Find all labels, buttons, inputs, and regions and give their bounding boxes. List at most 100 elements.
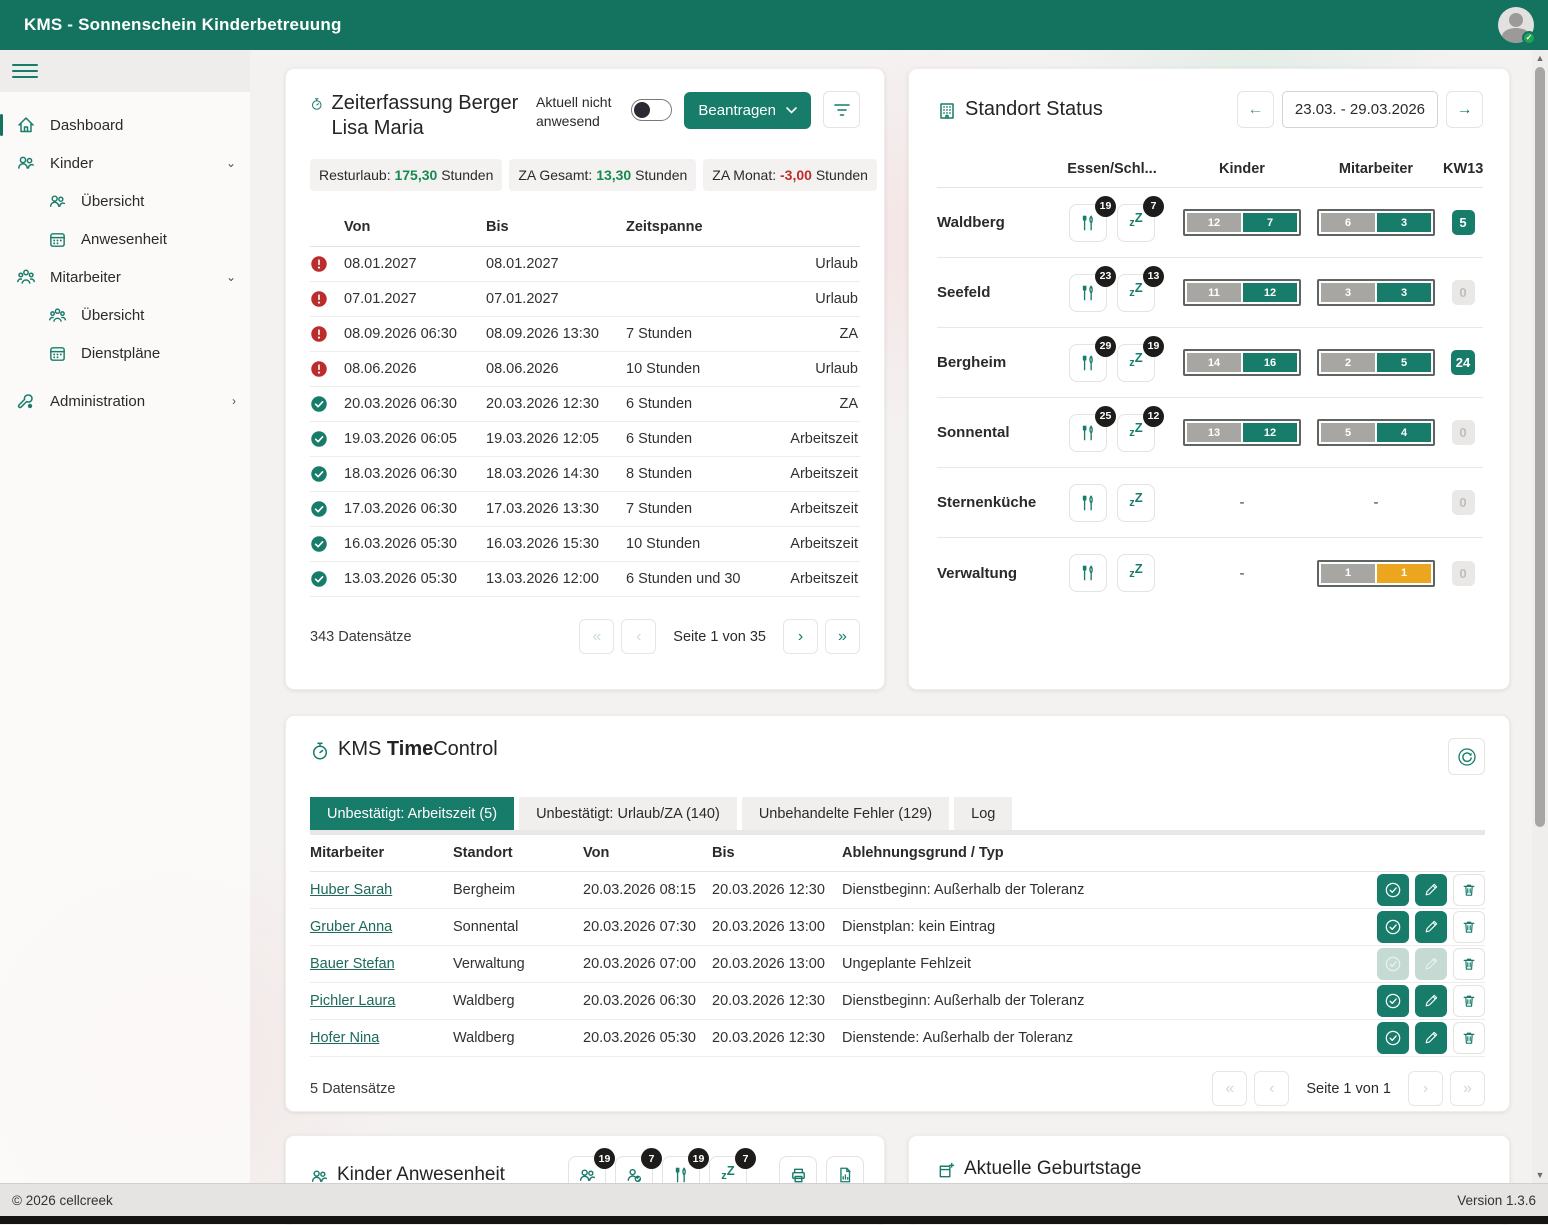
sidebar-item-mitarbeiter[interactable]: Mitarbeiter ⌄ [0, 258, 250, 296]
sidebar-item-dienstplaene[interactable]: Dienstpläne [0, 334, 250, 372]
card-title: Aktuelle Geburtstage [964, 1158, 1141, 1180]
schlafen-count-badge: 12 [1143, 406, 1164, 427]
cell-bis: 20.03.2026 12:30 [486, 396, 626, 412]
table-row: 08.09.2026 06:3008.09.2026 13:307 Stunde… [310, 317, 860, 352]
approve-button[interactable] [1377, 985, 1409, 1017]
schlafen-button[interactable]: zZ [1117, 554, 1155, 592]
sidebar-item-dashboard[interactable]: Dashboard [0, 106, 250, 144]
timecontrol-row: Huber Sarah Bergheim 20.03.2026 08:15 20… [310, 872, 1485, 909]
standort-row: Bergheim 29 zZ 19 1416 25 24 [937, 328, 1483, 398]
refresh-button[interactable] [1448, 738, 1485, 775]
sidebar-item-kinder[interactable]: Kinder ⌄ [0, 144, 250, 182]
cell-von: 07.01.2027 [344, 291, 486, 307]
scrollbar-thumb[interactable] [1535, 67, 1545, 827]
essen-count-badge: 19 [1095, 196, 1116, 217]
tab-unbestaetigt-urlaub-za[interactable]: Unbestätigt: Urlaub/ZA (140) [519, 797, 737, 830]
mitarbeiter-link[interactable]: Bauer Stefan [310, 956, 395, 972]
page-label: Seite 1 von 35 [663, 629, 776, 645]
tab-unbehandelte-fehler[interactable]: Unbehandelte Fehler (129) [742, 797, 949, 830]
admin-wrench-icon [16, 391, 36, 411]
table-row: 08.06.202608.06.202610 StundenUrlaub [310, 352, 860, 387]
tab-unbestaetigt-arbeitszeit[interactable]: Unbestätigt: Arbeitszeit (5) [310, 797, 514, 830]
mitarbeiter-link[interactable]: Hofer Nina [310, 1030, 379, 1046]
scroll-down-icon[interactable]: ▼ [1532, 1167, 1548, 1183]
records-count: 343 Datensätze [310, 629, 579, 645]
menu-toggle-icon[interactable] [12, 58, 38, 84]
beantragen-button[interactable]: Beantragen [684, 92, 811, 129]
sidebar-item-kinder-uebersicht[interactable]: Übersicht [0, 182, 250, 220]
first-page-button[interactable]: « [1212, 1071, 1247, 1106]
schlafen-button[interactable]: zZ 12 [1117, 414, 1155, 452]
standort-row: Waldberg 19 zZ 7 127 63 5 [937, 188, 1483, 258]
delete-button[interactable] [1453, 985, 1485, 1017]
mitarbeiter-capacity-bar: 54 [1317, 419, 1435, 446]
sidebar-item-mitarbeiter-uebersicht[interactable]: Übersicht [0, 296, 250, 334]
edit-button[interactable] [1415, 911, 1447, 943]
cell-zeitspanne: 7 Stunden [626, 501, 752, 517]
approve-button[interactable] [1377, 874, 1409, 906]
sleep-icon: zZ [1129, 426, 1142, 439]
fork-knife-icon [1079, 564, 1097, 582]
approve-button[interactable] [1377, 911, 1409, 943]
chevron-down-icon [786, 107, 797, 114]
cell-bis: 16.03.2026 15:30 [486, 536, 626, 552]
essen-button[interactable]: 19 [1069, 204, 1107, 242]
prev-page-button[interactable]: ‹ [621, 619, 656, 654]
col-kinder: Kinder [1175, 161, 1309, 177]
standort-name: Seefeld [937, 284, 1049, 301]
essen-button[interactable]: 25 [1069, 414, 1107, 452]
sidebar-item-label: Kinder [50, 155, 212, 172]
ok-status-icon [310, 430, 328, 448]
prev-page-button[interactable]: ‹ [1254, 1071, 1289, 1106]
cell-von: 17.03.2026 06:30 [344, 501, 486, 517]
sidebar-item-label: Übersicht [81, 307, 236, 324]
cell-typ: Arbeitszeit [752, 571, 860, 587]
sidebar-item-administration[interactable]: Administration › [0, 382, 250, 420]
timecontrol-row: Pichler Laura Waldberg 20.03.2026 06:30 … [310, 983, 1485, 1020]
scroll-up-icon[interactable]: ▲ [1532, 50, 1548, 66]
delete-button[interactable] [1453, 948, 1485, 980]
last-page-button[interactable]: » [1450, 1071, 1485, 1106]
mitarbeiter-link[interactable]: Pichler Laura [310, 993, 395, 1009]
last-page-button[interactable]: » [825, 619, 860, 654]
approve-button[interactable] [1377, 1022, 1409, 1054]
cell-typ: Arbeitszeit [752, 431, 860, 447]
mitarbeiter-link[interactable]: Gruber Anna [310, 919, 392, 935]
date-range-field[interactable]: 23.03. - 29.03.2026 [1282, 91, 1438, 128]
schlafen-button[interactable]: zZ [1117, 484, 1155, 522]
date-next-button[interactable]: → [1446, 91, 1483, 128]
next-page-button[interactable]: › [783, 619, 818, 654]
bestaetigt-count-badge: 7 [641, 1148, 662, 1169]
schlafen-button[interactable]: zZ 7 [1117, 204, 1155, 242]
user-avatar[interactable]: ✓ [1498, 7, 1534, 43]
edit-button[interactable] [1415, 874, 1447, 906]
app-title: KMS - Sonnenschein Kinderbetreuung [24, 15, 342, 35]
filter-button[interactable] [823, 91, 860, 128]
essen-button[interactable]: 29 [1069, 344, 1107, 382]
kinder-empty: - [1175, 565, 1309, 582]
edit-button[interactable] [1415, 1022, 1447, 1054]
sidebar-item-anwesenheit[interactable]: Anwesenheit [0, 220, 250, 258]
delete-button[interactable] [1453, 1022, 1485, 1054]
mitarbeiter-link[interactable]: Huber Sarah [310, 882, 392, 898]
essen-button[interactable] [1069, 554, 1107, 592]
schlafen-button[interactable]: zZ 13 [1117, 274, 1155, 312]
essen-button[interactable]: 23 [1069, 274, 1107, 312]
delete-button[interactable] [1453, 874, 1485, 906]
presence-toggle[interactable] [631, 99, 672, 121]
edit-button[interactable] [1415, 985, 1447, 1017]
ok-status-icon [310, 500, 328, 518]
schlafen-button[interactable]: zZ 19 [1117, 344, 1155, 382]
date-prev-button[interactable]: ← [1237, 91, 1274, 128]
mitarbeiter-empty: - [1309, 494, 1443, 511]
table-row: 16.03.2026 05:3016.03.2026 15:3010 Stund… [310, 527, 860, 562]
first-page-button[interactable]: « [579, 619, 614, 654]
delete-button[interactable] [1453, 911, 1485, 943]
cell-von: 20.03.2026 07:00 [583, 956, 712, 972]
tab-log[interactable]: Log [954, 797, 1012, 830]
essen-button[interactable] [1069, 484, 1107, 522]
children-icon [48, 192, 67, 211]
vertical-scrollbar[interactable]: ▲ ▼ [1532, 50, 1548, 1183]
next-page-button[interactable]: › [1408, 1071, 1443, 1106]
cell-grund: Dienstplan: kein Eintrag [842, 919, 1369, 935]
